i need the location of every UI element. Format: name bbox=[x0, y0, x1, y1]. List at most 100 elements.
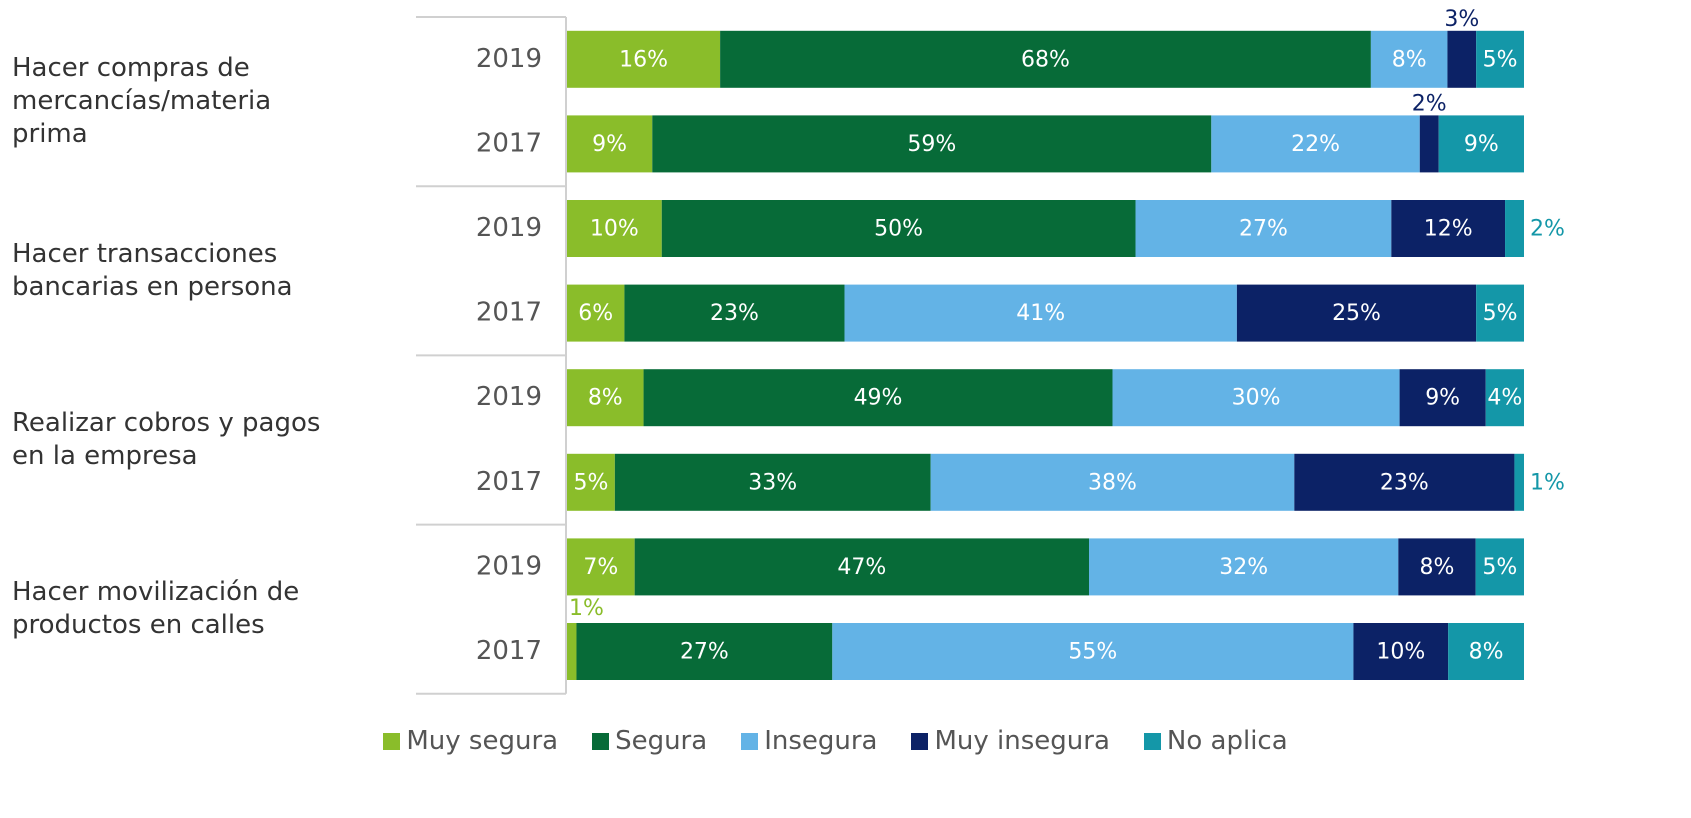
bar-segment bbox=[567, 538, 635, 596]
legend-item: No aplica bbox=[1143, 726, 1288, 756]
value-label: 47% bbox=[837, 555, 886, 580]
value-label: 41% bbox=[1016, 301, 1065, 326]
bar-segment bbox=[1236, 284, 1477, 342]
group-label: Realizar cobros y pagos en la empresa bbox=[12, 408, 321, 471]
legend-label: Muy segura bbox=[406, 726, 559, 756]
value-label: 50% bbox=[874, 217, 923, 242]
y-tick-label: 2019 bbox=[476, 44, 542, 74]
bar-segment bbox=[661, 200, 1136, 257]
bar-segment bbox=[1135, 200, 1392, 257]
legend-item: Muy insegura bbox=[911, 726, 1110, 756]
y-tick-label: 2017 bbox=[476, 298, 542, 328]
group-label: Hacer movilización de productos en calle… bbox=[12, 577, 300, 641]
bar-segment bbox=[1294, 453, 1515, 511]
value-label: 5% bbox=[1483, 47, 1518, 72]
legend-swatch bbox=[741, 732, 759, 750]
bar-segment bbox=[832, 623, 1354, 680]
value-label: 3% bbox=[1444, 7, 1479, 32]
bar-segment bbox=[652, 115, 1212, 173]
value-label: 10% bbox=[1376, 640, 1425, 665]
y-tick-label: 2017 bbox=[476, 128, 542, 158]
legend-label: Insegura bbox=[764, 726, 878, 756]
legend-swatch bbox=[1143, 732, 1161, 750]
group-label: Hacer transacciones bancarias en persona bbox=[12, 238, 293, 302]
value-label: 7% bbox=[583, 555, 618, 580]
bar-segment bbox=[576, 623, 833, 680]
value-label: 6% bbox=[578, 301, 613, 326]
value-label: 22% bbox=[1291, 132, 1340, 157]
bar-segment bbox=[1398, 538, 1476, 596]
value-label: 23% bbox=[1380, 470, 1429, 495]
legend-swatch bbox=[592, 732, 610, 750]
value-label: 4% bbox=[1487, 386, 1522, 411]
bar-segment bbox=[844, 284, 1237, 342]
bar-segment bbox=[614, 453, 931, 511]
value-label: 68% bbox=[1021, 47, 1070, 72]
y-tick-label: 2019 bbox=[476, 213, 542, 243]
bar-segment bbox=[624, 284, 845, 342]
value-label: 12% bbox=[1424, 217, 1473, 242]
value-label: 55% bbox=[1068, 640, 1117, 665]
legend-swatch bbox=[383, 732, 401, 750]
bar-segment bbox=[1475, 538, 1524, 596]
value-label: 27% bbox=[1239, 217, 1288, 242]
value-label: 32% bbox=[1219, 555, 1268, 580]
bar-segment bbox=[930, 453, 1295, 511]
legend-label: No aplica bbox=[1166, 726, 1288, 756]
value-label: 1% bbox=[569, 596, 604, 621]
bar-segment bbox=[634, 538, 1089, 596]
group-label: Hacer compras de mercancías/materia prim… bbox=[12, 53, 272, 150]
y-tick-label: 2017 bbox=[476, 467, 542, 497]
bar-segment bbox=[1505, 200, 1524, 257]
bar-segment bbox=[1447, 30, 1477, 88]
bar-segment bbox=[1438, 115, 1524, 173]
value-label: 9% bbox=[592, 132, 627, 157]
legend-item: Segura bbox=[592, 726, 707, 756]
bar-segment bbox=[567, 30, 721, 88]
legend-label: Segura bbox=[615, 726, 708, 756]
legend: Muy segura Segura Insegura Muy insegura No a… bbox=[0, 726, 1671, 756]
value-label: 1% bbox=[1530, 470, 1565, 495]
value-label: 5% bbox=[1482, 555, 1517, 580]
bar-segment bbox=[720, 30, 1371, 88]
bar-segment bbox=[567, 284, 625, 342]
bar-segment bbox=[1476, 284, 1524, 342]
value-label: 25% bbox=[1332, 301, 1381, 326]
bar-segment bbox=[1399, 369, 1486, 427]
value-label: 8% bbox=[1469, 640, 1504, 665]
value-label: 30% bbox=[1232, 386, 1281, 411]
value-label: 16% bbox=[619, 47, 668, 72]
bar-segment bbox=[567, 623, 577, 680]
legend-item: Muy segura bbox=[383, 726, 558, 756]
y-tick-label: 2019 bbox=[476, 382, 542, 412]
bar-segment bbox=[567, 115, 653, 173]
value-label: 2% bbox=[1412, 91, 1447, 116]
value-label: 27% bbox=[680, 640, 729, 665]
bar-segment bbox=[567, 453, 615, 511]
bar-segment bbox=[567, 200, 662, 257]
y-tick-label: 2019 bbox=[476, 551, 542, 581]
value-label: 33% bbox=[748, 470, 797, 495]
value-label: 38% bbox=[1088, 470, 1137, 495]
bar-segment bbox=[1485, 369, 1524, 427]
legend-item: Insegura bbox=[741, 726, 877, 756]
value-label: 8% bbox=[1392, 47, 1427, 72]
bar-segment bbox=[1112, 369, 1400, 427]
bar-segment bbox=[1476, 30, 1524, 88]
bar-segment bbox=[1370, 30, 1448, 88]
bar-segment bbox=[567, 369, 644, 427]
bar-segment bbox=[1391, 200, 1506, 257]
value-label: 2% bbox=[1530, 217, 1565, 242]
value-label: 10% bbox=[590, 217, 639, 242]
y-tick-label: 2017 bbox=[476, 636, 542, 666]
bar-segment bbox=[1089, 538, 1399, 596]
value-label: 59% bbox=[907, 132, 956, 157]
value-label: 8% bbox=[1420, 555, 1455, 580]
legend-swatch bbox=[911, 732, 929, 750]
bar-segment bbox=[1211, 115, 1420, 173]
value-label: 5% bbox=[573, 470, 608, 495]
value-label: 5% bbox=[1483, 301, 1518, 326]
bar-segment bbox=[1353, 623, 1449, 680]
